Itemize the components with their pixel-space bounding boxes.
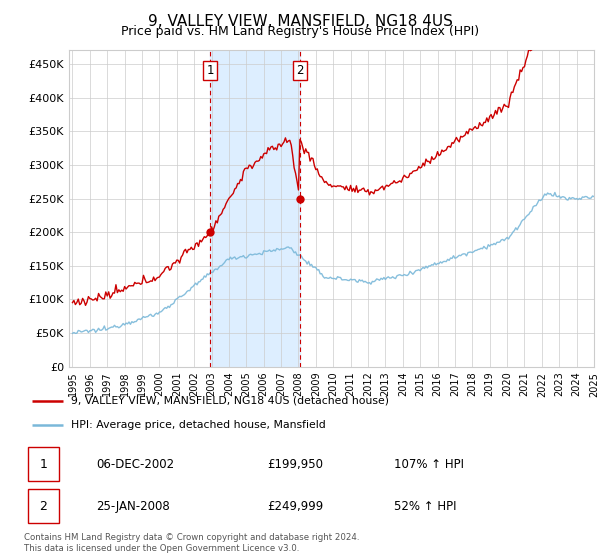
Text: 52% ↑ HPI: 52% ↑ HPI xyxy=(394,500,457,513)
Text: HPI: Average price, detached house, Mansfield: HPI: Average price, detached house, Mans… xyxy=(71,420,326,430)
Text: £249,999: £249,999 xyxy=(267,500,323,513)
Text: £199,950: £199,950 xyxy=(267,458,323,471)
FancyBboxPatch shape xyxy=(28,489,59,523)
Text: Price paid vs. HM Land Registry's House Price Index (HPI): Price paid vs. HM Land Registry's House … xyxy=(121,25,479,38)
Text: 2: 2 xyxy=(40,500,47,513)
Text: 06-DEC-2002: 06-DEC-2002 xyxy=(96,458,174,471)
Bar xyxy=(210,50,299,367)
Text: 2: 2 xyxy=(296,64,304,77)
Text: 25-JAN-2008: 25-JAN-2008 xyxy=(96,500,170,513)
Text: 1: 1 xyxy=(40,458,47,471)
Text: Contains HM Land Registry data © Crown copyright and database right 2024.
This d: Contains HM Land Registry data © Crown c… xyxy=(24,533,359,553)
FancyBboxPatch shape xyxy=(28,447,59,481)
Text: 9, VALLEY VIEW, MANSFIELD, NG18 4US (detached house): 9, VALLEY VIEW, MANSFIELD, NG18 4US (det… xyxy=(71,396,389,406)
Text: 107% ↑ HPI: 107% ↑ HPI xyxy=(394,458,464,471)
Text: 1: 1 xyxy=(206,64,214,77)
Text: 9, VALLEY VIEW, MANSFIELD, NG18 4US: 9, VALLEY VIEW, MANSFIELD, NG18 4US xyxy=(148,14,452,29)
